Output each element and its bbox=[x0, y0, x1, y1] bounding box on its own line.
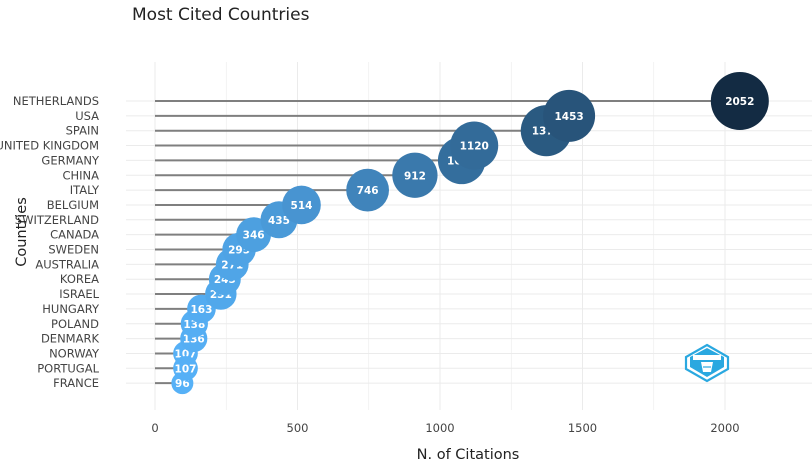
y-tick-label: SWEDEN bbox=[48, 243, 99, 257]
x-tick-label: 2000 bbox=[710, 421, 739, 435]
point-marker bbox=[543, 89, 596, 142]
point-marker bbox=[450, 121, 499, 170]
point-value-label: 96 bbox=[175, 378, 190, 390]
point-value-label: 746 bbox=[357, 185, 379, 197]
data-point: 912 bbox=[392, 152, 438, 198]
y-tick-label: ITALY bbox=[70, 183, 100, 197]
data-point: 107 bbox=[173, 355, 198, 381]
point-value-label: 163 bbox=[190, 304, 212, 316]
y-tick-label: NETHERLANDS bbox=[13, 94, 99, 108]
data-point: 2052 bbox=[710, 72, 769, 130]
x-tick-label: 500 bbox=[287, 421, 309, 435]
y-tick-label: KOREA bbox=[60, 272, 99, 286]
y-tick-label: DENMARK bbox=[41, 332, 100, 346]
y-tick-label: SWITZERLAND bbox=[15, 213, 99, 227]
data-point: 514 bbox=[282, 185, 321, 225]
y-tick-label: HUNGARY bbox=[42, 302, 100, 316]
y-tick-label: FRANCE bbox=[53, 376, 99, 390]
y-tick-label: BELGIUM bbox=[47, 198, 99, 212]
y-axis-title: Countries bbox=[14, 197, 30, 267]
data-point: 746 bbox=[346, 168, 389, 212]
y-tick-label: GERMANY bbox=[41, 153, 100, 167]
y-tick-label: ISRAEL bbox=[59, 287, 99, 301]
chart-title: Most Cited Countries bbox=[132, 5, 310, 25]
point-marker bbox=[173, 355, 198, 381]
point-value-label: 136 bbox=[183, 334, 205, 346]
y-tick-label: PORTUGAL bbox=[37, 361, 99, 375]
y-tick-label: NORWAY bbox=[49, 346, 100, 360]
data-point: 1453 bbox=[543, 89, 596, 142]
x-tick-label: 0 bbox=[151, 421, 158, 435]
x-tick-label: 1000 bbox=[425, 421, 454, 435]
x-axis-labels: 0 500 1000 1500 2000 bbox=[151, 421, 739, 435]
point-marker bbox=[282, 185, 321, 225]
point-value-label: 2052 bbox=[725, 96, 754, 108]
x-tick-label: 1500 bbox=[568, 421, 597, 435]
point-value-label: 514 bbox=[291, 200, 313, 212]
point-value-label: 1453 bbox=[554, 111, 583, 123]
y-tick-label: CANADA bbox=[50, 228, 99, 242]
y-tick-label: SPAIN bbox=[66, 124, 99, 138]
points: 9610710713613816323124527129534643551474… bbox=[171, 72, 769, 395]
y-tick-label: USA bbox=[75, 109, 99, 123]
data-point: 1120 bbox=[450, 121, 499, 170]
point-value-label: 435 bbox=[268, 215, 290, 227]
y-tick-label: UNITED KINGDOM bbox=[0, 139, 99, 153]
y-tick-label: CHINA bbox=[62, 168, 99, 182]
point-value-label: 912 bbox=[404, 170, 426, 182]
point-value-label: 346 bbox=[243, 230, 265, 242]
point-value-label: 1120 bbox=[460, 141, 489, 153]
y-tick-label: AUSTRALIA bbox=[35, 257, 99, 271]
point-marker bbox=[710, 72, 769, 130]
bibliometrix-logo-icon bbox=[684, 343, 730, 383]
point-marker bbox=[392, 152, 438, 198]
x-axis-title: N. of Citations bbox=[417, 447, 520, 461]
point-marker bbox=[346, 168, 389, 212]
y-tick-label: POLAND bbox=[51, 317, 99, 331]
point-value-label: 107 bbox=[175, 363, 197, 375]
